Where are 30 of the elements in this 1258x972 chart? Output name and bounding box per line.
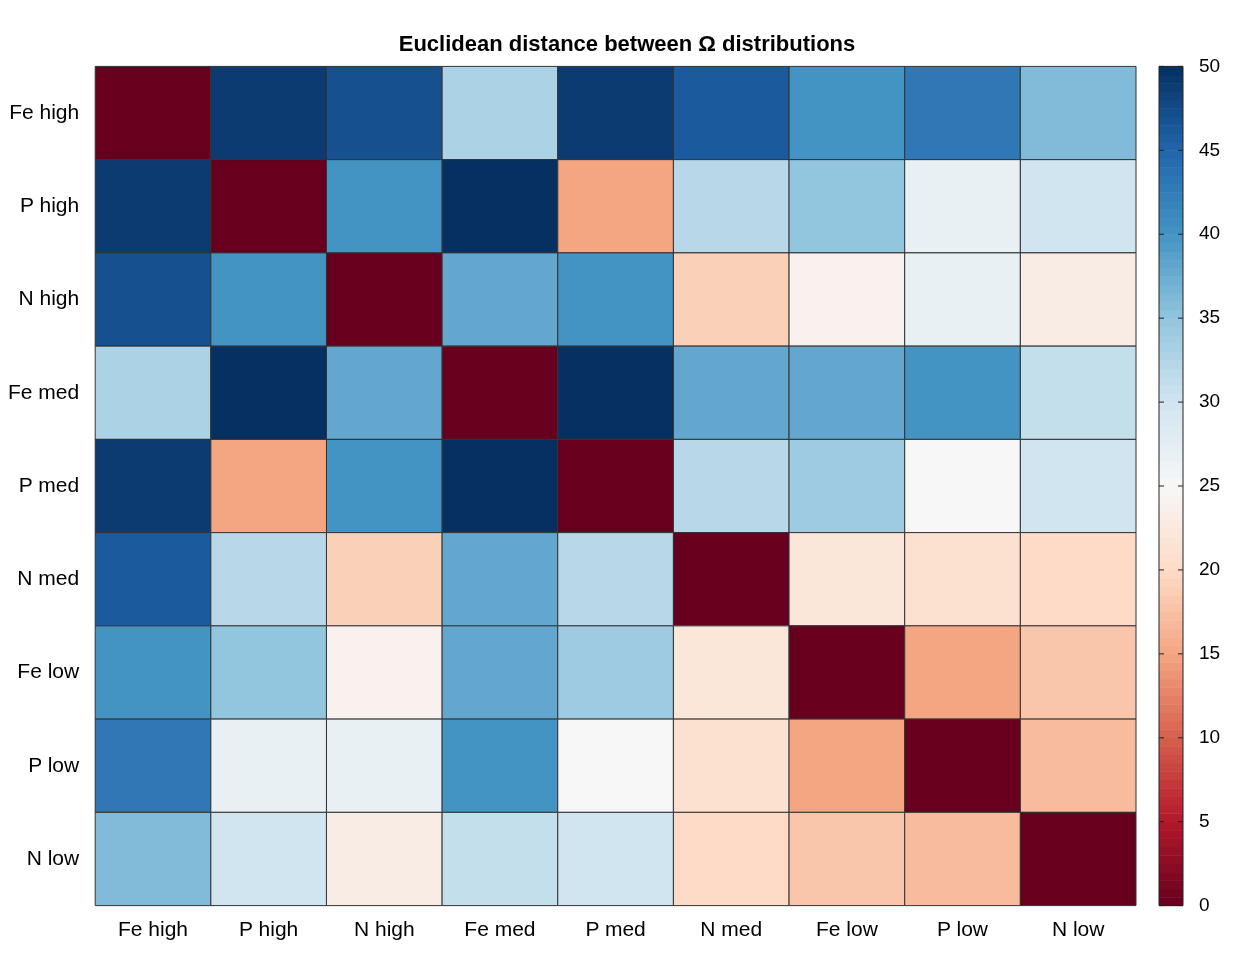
y-tick-label: N high [18,286,80,310]
x-tick-label: Fe high [117,917,189,940]
x-tick-label: N med [700,917,763,940]
color-bar-label: 30 [1199,390,1221,412]
x-tick-label: Fe low [815,917,879,940]
x-tick-label: Fe med [464,917,536,940]
x-tick-label: P low [937,917,989,940]
color-bar-label: 25 [1199,474,1221,496]
y-tick-label: Fe low [17,659,81,683]
y-tick-label: Fe med [7,379,80,403]
color-bar-label: 40 [1199,222,1221,244]
y-tick-label: Fe high [9,99,80,123]
y-tick-label: N med [17,566,80,590]
color-bar-label: 15 [1199,642,1221,664]
y-tick-label: N low [26,845,81,869]
x-tick-label: N low [1051,917,1106,940]
chart-title: Euclidean distance between Ω distributions [398,31,856,57]
color-bar-label: 5 [1199,809,1210,831]
color-bar-label: 50 [1199,54,1221,76]
x-tick-label: P med [585,917,646,940]
x-tick-label: P high [239,917,299,940]
x-tick-label: N high [353,917,415,940]
y-tick-label: P high [20,193,80,217]
color-bar-label: 45 [1199,138,1221,160]
color-bar-label: 10 [1199,725,1221,747]
y-tick-label: P med [18,472,80,496]
y-tick-label: P low [28,752,81,776]
color-bar-label: 0 [1199,893,1210,915]
color-bar-label: 35 [1199,306,1221,328]
color-bar-label: 20 [1199,558,1221,580]
